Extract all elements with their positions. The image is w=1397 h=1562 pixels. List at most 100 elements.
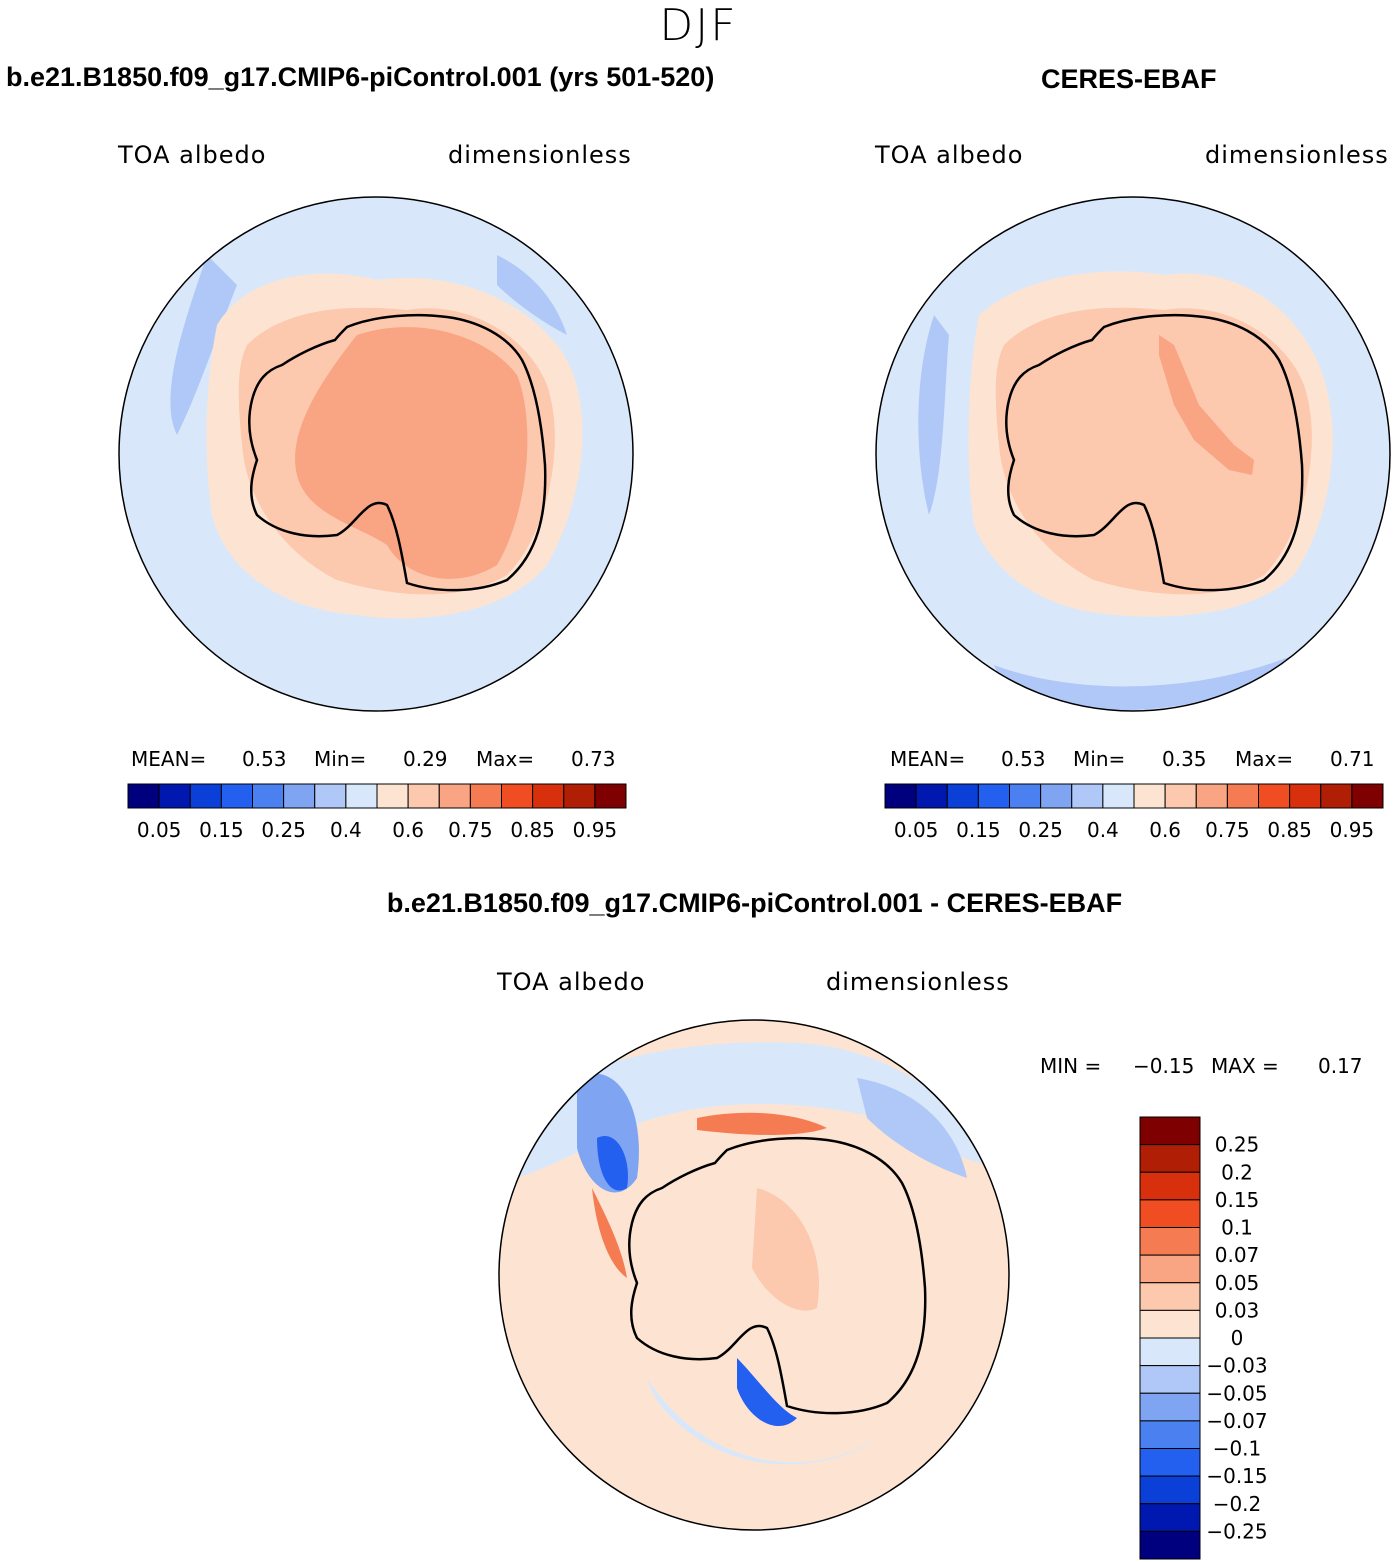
- colorbar-swatch: [501, 783, 534, 809]
- colorbar-tick-label: 0.6: [1149, 818, 1181, 842]
- diff-panel-title: b.e21.B1850.f09_g17.CMIP6-piControl.001 …: [386, 888, 1123, 918]
- colorbar-swatch: [1139, 1171, 1201, 1201]
- diff-colorbar: 0.25 0.2 0.15 0.1 0.07 0.05 0.03 0 −0.03 −0.05 −0.…: [1139, 1116, 1268, 1560]
- colorbar-swatch: [407, 783, 440, 809]
- antarctica-coastline: [248, 313, 547, 592]
- obs-mean-label: MEAN=: [890, 747, 966, 771]
- colorbar-swatch: [1195, 783, 1228, 809]
- colorbar-swatch: [1139, 1199, 1201, 1228]
- antarctica-coastline: [628, 1136, 927, 1415]
- season-title: DJF: [659, 0, 738, 51]
- colorbar-tick-label: 0.75: [448, 818, 493, 842]
- colorbar-swatch: [1102, 783, 1135, 809]
- model-variable-label: TOA albedo: [118, 141, 267, 169]
- land-high-albedo: [295, 327, 528, 579]
- colorbar-tick-label: −0.1: [1213, 1437, 1262, 1461]
- colorbar-tick-label: 0.85: [1267, 818, 1312, 842]
- colorbar-swatch: [1258, 783, 1291, 809]
- colorbar-swatch: [314, 783, 347, 809]
- obs-polar-map: [875, 196, 1391, 712]
- colorbar-swatch: [1040, 783, 1073, 809]
- colorbar-swatch: [884, 783, 917, 809]
- colorbar-swatch: [1009, 783, 1042, 809]
- model-max-label: Max=: [476, 747, 535, 771]
- colorbar-swatch: [1139, 1448, 1201, 1477]
- colorbar-swatch: [1139, 1392, 1201, 1422]
- colorbar-tick-label: 0.25: [1018, 818, 1063, 842]
- colorbar-swatch: [1139, 1309, 1201, 1339]
- diff-max-label: MAX =: [1211, 1054, 1279, 1078]
- model-units-label: dimensionless: [448, 141, 632, 169]
- land-high-albedo: [1159, 335, 1254, 475]
- colorbar-tick-label: 0: [1231, 1326, 1244, 1350]
- model-mean-label: MEAN=: [131, 747, 207, 771]
- diff-min-value: −0.15: [1133, 1054, 1195, 1078]
- colorbar-swatch: [563, 783, 596, 809]
- negative-diff-region: [857, 1078, 967, 1178]
- colorbar-swatch: [594, 783, 627, 809]
- colorbar-swatch: [158, 783, 191, 809]
- map-boundary: [875, 196, 1391, 712]
- colorbar-swatch: [1139, 1116, 1201, 1146]
- low-albedo-patch: [497, 255, 567, 335]
- colorbar-tick-label: 0.05: [1215, 1271, 1260, 1295]
- obs-colorbar: 0.05 0.15 0.25 0.4 0.6 0.75 0.85 0.95: [884, 783, 1384, 842]
- colorbar-tick-label: 0.15: [199, 818, 244, 842]
- colorbar-swatch: [189, 783, 222, 809]
- model-mean-value: 0.53: [242, 747, 287, 771]
- colorbar-swatch: [345, 783, 378, 809]
- diff-polar-map: [498, 1019, 1010, 1531]
- colorbar-swatch: [1139, 1503, 1201, 1532]
- colorbar-swatch: [1226, 783, 1259, 809]
- colorbar-swatch: [1164, 783, 1197, 809]
- colorbar-tick-label: 0.95: [1330, 818, 1375, 842]
- colorbar-tick-label: 0.75: [1205, 818, 1250, 842]
- colorbar-swatch: [469, 783, 502, 809]
- obs-max-label: Max=: [1235, 747, 1294, 771]
- colorbar-swatch: [376, 783, 409, 809]
- map-boundary: [118, 196, 634, 712]
- model-min-label: Min=: [314, 747, 367, 771]
- negative-diff-region: [517, 1042, 997, 1178]
- positive-diff-edge: [592, 1188, 627, 1278]
- colorbar-tick-label: 0.25: [1215, 1133, 1260, 1157]
- colorbar-swatch: [1289, 783, 1322, 809]
- colorbar-swatch: [532, 783, 565, 809]
- low-albedo-patch: [918, 315, 949, 515]
- land-mid-albedo: [995, 307, 1312, 595]
- colorbar-tick-label: 0.4: [1087, 818, 1119, 842]
- colorbar-tick-label: 0.85: [510, 818, 555, 842]
- strong-negative-diff: [597, 1136, 628, 1191]
- colorbar-swatch: [1139, 1337, 1201, 1367]
- model-max-value: 0.73: [571, 747, 616, 771]
- colorbar-tick-label: 0.05: [137, 818, 182, 842]
- colorbar-swatch: [1139, 1420, 1201, 1449]
- low-albedo-patch: [170, 255, 237, 435]
- colorbar-tick-label: 0.07: [1215, 1243, 1260, 1267]
- colorbar-swatch: [1320, 783, 1353, 809]
- colorbar-tick-label: 0.05: [894, 818, 939, 842]
- colorbar-tick-label: 0.1: [1221, 1216, 1253, 1240]
- colorbar-tick-label: 0.25: [261, 818, 306, 842]
- model-panel-title: b.e21.B1850.f09_g17.CMIP6-piControl.001 …: [6, 62, 715, 92]
- diff-units-label: dimensionless: [826, 968, 1010, 996]
- colorbar-tick-label: −0.07: [1206, 1409, 1267, 1433]
- colorbar-tick-label: −0.2: [1213, 1492, 1262, 1516]
- obs-min-value: 0.35: [1162, 747, 1207, 771]
- obs-mean-value: 0.53: [1001, 747, 1046, 771]
- colorbar-swatch: [127, 783, 160, 809]
- obs-panel-title: CERES-EBAF: [1041, 64, 1217, 94]
- obs-variable-label: TOA albedo: [875, 141, 1024, 169]
- colorbar-tick-label: −0.15: [1206, 1464, 1267, 1488]
- colorbar-swatch: [977, 783, 1010, 809]
- colorbar-swatch: [1139, 1365, 1201, 1394]
- map-boundary: [498, 1019, 1010, 1531]
- colorbar-tick-label: 0.6: [392, 818, 424, 842]
- colorbar-swatch: [252, 783, 285, 809]
- colorbar-tick-label: 0.95: [573, 818, 618, 842]
- colorbar-swatch: [1133, 783, 1166, 809]
- model-colorbar: 0.05 0.15 0.25 0.4 0.6 0.75 0.85 0.95: [127, 783, 627, 842]
- colorbar-tick-label: 0.2: [1221, 1160, 1253, 1184]
- antarctica-coastline: [1005, 313, 1304, 592]
- colorbar-swatch: [1139, 1227, 1201, 1256]
